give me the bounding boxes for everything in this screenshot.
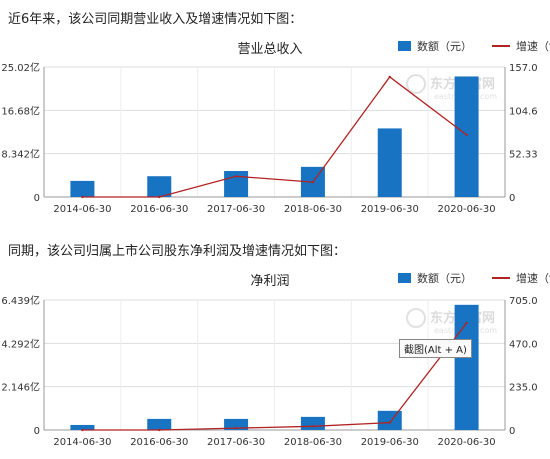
bar bbox=[70, 424, 95, 430]
bar bbox=[454, 304, 479, 430]
y-left-tick-label: 25.02亿 bbox=[1, 61, 40, 74]
y-left-tick-label: 2.146亿 bbox=[1, 381, 40, 394]
chart-legend: 数额（元） 增速（%） bbox=[398, 38, 550, 54]
x-tick-label: 2018-06-30 bbox=[284, 437, 342, 448]
bar bbox=[454, 76, 479, 197]
y-left-tick-label: 16.68亿 bbox=[1, 104, 40, 117]
bar bbox=[300, 416, 325, 430]
watermark: 东方财富网eastmoney.com bbox=[406, 74, 497, 101]
y-left-tick-label: 4.292亿 bbox=[1, 337, 40, 350]
screenshot-tooltip: 截图(Alt + A) bbox=[399, 339, 472, 358]
x-tick-label: 2014-06-30 bbox=[53, 437, 111, 448]
bar bbox=[224, 171, 249, 197]
x-tick-label: 2014-06-30 bbox=[53, 204, 111, 215]
x-tick-label: 2019-06-30 bbox=[361, 437, 419, 448]
legend-line-swatch bbox=[492, 277, 510, 279]
chart-title: 净利润 bbox=[250, 274, 290, 289]
line-point bbox=[311, 180, 315, 184]
line-point bbox=[158, 428, 161, 432]
profit-chart: 净利润 数额（元） 增速（%） 0 0 2.146亿 235.0 4.292亿 470.0… bbox=[0, 262, 550, 448]
line-point bbox=[81, 428, 84, 432]
bar bbox=[224, 418, 249, 430]
growth-line bbox=[82, 322, 468, 431]
x-tick-label: 2019-06-30 bbox=[361, 204, 419, 215]
legend-line-label: 增速（%） bbox=[516, 272, 550, 285]
y-right-tick-label: 104.6 bbox=[509, 106, 538, 117]
y-left-tick-label: 8.342亿 bbox=[1, 148, 40, 161]
y-right-tick-label: 470.0 bbox=[509, 339, 538, 350]
line-point bbox=[465, 133, 468, 137]
intro-revenue-text: 近6年来，该公司同期营业收入及增速情况如下图： bbox=[8, 12, 303, 27]
legend-line-label: 增速（%） bbox=[516, 40, 550, 53]
x-tick-label: 2020-06-30 bbox=[438, 204, 496, 215]
bar bbox=[377, 410, 402, 430]
profit-chart-svg: 0 0 2.146亿 235.0 4.292亿 470.0 6.439亿 705.0 东方财富网… bbox=[1, 294, 538, 448]
y-right-tick-label: 157.0 bbox=[509, 63, 538, 74]
x-tick-label: 2017-06-30 bbox=[207, 204, 265, 215]
legend-line-swatch bbox=[492, 45, 510, 47]
x-tick-label: 2017-06-30 bbox=[207, 437, 265, 448]
chart-title: 营业总收入 bbox=[237, 42, 303, 57]
y-left-tick-label: 0 bbox=[34, 193, 40, 204]
x-tick-label: 2016-06-30 bbox=[130, 204, 188, 215]
x-tick-label: 2020-06-30 bbox=[438, 437, 496, 448]
y-right-tick-label: 52.33 bbox=[509, 150, 538, 161]
watermark: 东方财富网eastmoney.com bbox=[406, 308, 497, 335]
line-point bbox=[234, 426, 238, 430]
watermark-logo-icon bbox=[406, 74, 426, 94]
legend-bar-swatch bbox=[398, 41, 411, 51]
bar bbox=[377, 128, 402, 197]
y-left-tick-label: 0 bbox=[34, 426, 40, 437]
legend-bar-label: 数额（元） bbox=[417, 272, 472, 285]
line-point bbox=[311, 425, 315, 428]
bar bbox=[70, 180, 95, 197]
line-point bbox=[234, 175, 238, 178]
revenue-chart: 营业总收入 数额（元） 增速（%） 0 0 8.342亿 52.33 16.68亿 104… bbox=[0, 30, 550, 220]
revenue-chart-svg: 0 0 8.342亿 52.33 16.68亿 104.6 25.02亿 157.0 东方财富网… bbox=[1, 61, 538, 215]
bar bbox=[147, 418, 172, 430]
legend-bar-label: 数额（元） bbox=[417, 40, 472, 53]
intro-profit-text: 同期，该公司归属上市公司股东净利润及增速情况如下图： bbox=[8, 244, 347, 259]
x-tick-label: 2018-06-30 bbox=[284, 204, 342, 215]
x-tick-label: 2016-06-30 bbox=[130, 437, 188, 448]
line-point bbox=[465, 321, 468, 325]
line-point bbox=[81, 195, 84, 199]
y-left-tick-label: 6.439亿 bbox=[1, 294, 40, 307]
legend-bar-swatch bbox=[398, 273, 411, 283]
line-point bbox=[388, 421, 391, 424]
growth-line bbox=[82, 76, 467, 198]
bar bbox=[147, 176, 172, 197]
watermark-logo-icon bbox=[406, 308, 426, 328]
line-point bbox=[158, 195, 161, 199]
y-right-tick-label: 0 bbox=[509, 426, 515, 437]
y-right-tick-label: 705.0 bbox=[509, 296, 538, 307]
y-right-tick-label: 0 bbox=[509, 193, 515, 204]
y-right-tick-label: 235.0 bbox=[509, 383, 538, 394]
line-point bbox=[388, 75, 391, 79]
chart-legend: 数额（元） 增速（%） bbox=[398, 270, 550, 286]
